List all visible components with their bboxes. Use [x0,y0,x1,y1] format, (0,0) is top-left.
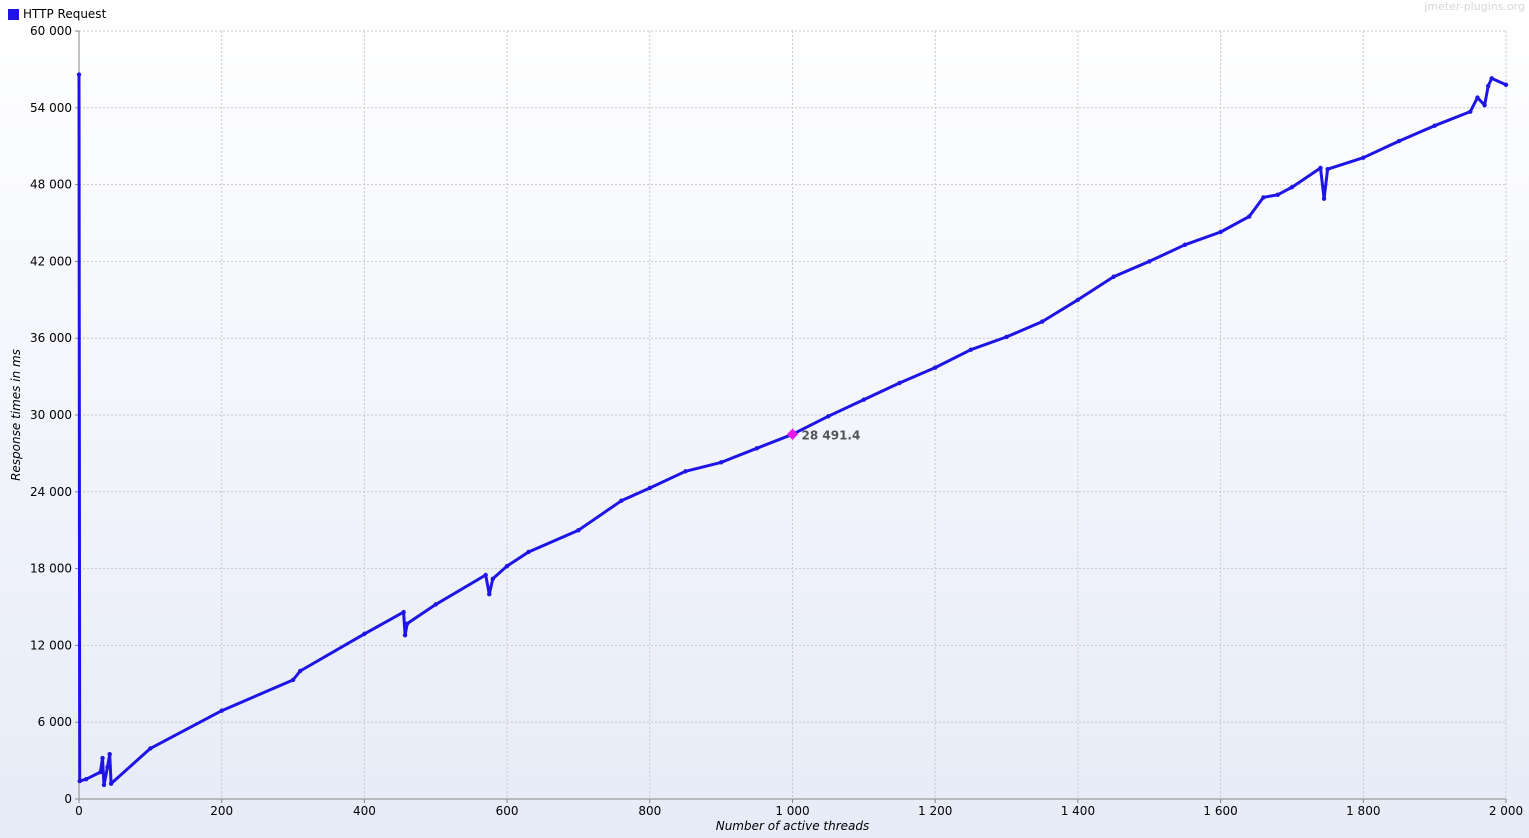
data-point [576,528,581,533]
data-point [619,498,624,503]
data-point [148,746,153,751]
x-tick-label: 400 [353,804,376,818]
data-point [1503,82,1509,87]
y-tick-label: 24 000 [30,485,72,499]
data-point [105,764,110,770]
data-point [98,769,103,775]
x-tick-label: 1 200 [918,804,952,818]
data-point [861,397,867,402]
highlight: 28 491.4 [786,428,861,442]
data-point [219,708,224,713]
data-point [1246,214,1252,219]
data-point [526,549,531,555]
data-point [1482,103,1487,108]
data-point [1182,242,1188,247]
y-tick-label: 42 000 [30,254,72,268]
data-point [405,621,410,626]
data-point [401,609,406,615]
data-point [754,446,760,451]
x-tick-label: 1 000 [775,804,809,818]
data-point [402,632,408,638]
legend-swatch [8,8,19,20]
data-point [1111,274,1116,279]
y-tick-label: 54 000 [30,101,72,115]
x-tick-label: 200 [210,804,233,818]
x-tick-label: 1 600 [1203,804,1237,818]
data-point [107,752,112,757]
data-point [1218,229,1223,235]
data-point [504,563,510,569]
data-point [1147,259,1152,264]
y-tick-label: 60 000 [30,24,72,38]
data-point [101,782,107,788]
data-point [1040,319,1045,324]
y-axis-ticks: 0 6 000 12 000 18 000 24 000 30 000 36 000 42 0… [30,24,79,806]
highlight-label: 28 491.4 [802,428,861,442]
data-point [1004,334,1009,340]
watermark: jmeter-plugins.org [1424,0,1525,13]
data-point [897,380,902,386]
y-tick-label: 48 000 [30,178,72,192]
x-tick-label: 800 [638,804,661,818]
x-tick-label: 600 [496,804,519,818]
series-line [77,74,1507,787]
x-tick-label: 2 000 [1489,804,1523,818]
data-point [1468,109,1473,114]
data-point [968,347,974,352]
data-point [1261,195,1266,200]
data-point [362,631,367,637]
y-axis-title: Response times in ms [9,349,23,481]
grid [79,30,1507,799]
data-point [1321,196,1327,201]
data-point [1325,167,1330,172]
data-point [1361,155,1366,160]
x-axis-ticks: 0 200 400 600 800 1 000 1 200 1 400 1 600 1 800 2 … [75,799,1523,818]
y-tick-label: 18 000 [30,562,72,576]
data-point [490,576,496,582]
data-point [1432,123,1437,128]
data-point [76,72,82,77]
y-tick-label: 30 000 [30,408,72,422]
data-point [1396,138,1402,144]
data-point [1289,184,1295,190]
series-http-request [76,72,1509,788]
data-point [647,485,652,491]
data-point [718,460,724,465]
x-tick-label: 0 [75,804,83,818]
data-point [487,592,492,597]
data-point [297,668,303,674]
data-point [100,755,105,761]
data-point [1475,95,1480,100]
data-point [1485,83,1491,89]
highlight-marker [786,428,799,440]
data-point [483,572,488,578]
data-point [1075,297,1081,302]
data-point [290,677,296,683]
data-point [683,469,688,474]
y-tick-label: 36 000 [30,331,72,345]
data-point [433,602,438,607]
x-axis-title: Number of active threads [716,819,870,833]
x-tick-label: 1 400 [1061,804,1095,818]
legend: HTTP Request [8,6,106,22]
y-tick-label: 12 000 [30,638,72,652]
y-tick-label: 6 000 [38,715,72,729]
data-point [825,414,831,419]
data-point [1275,192,1280,198]
y-tick-label: 0 [64,792,72,806]
x-tick-label: 1 800 [1346,804,1380,818]
data-point [108,781,114,786]
data-point [1489,76,1494,81]
data-point [83,776,89,782]
legend-label: HTTP Request [23,7,107,21]
data-point [933,365,938,370]
data-point [1318,165,1323,171]
data-point [77,778,82,784]
